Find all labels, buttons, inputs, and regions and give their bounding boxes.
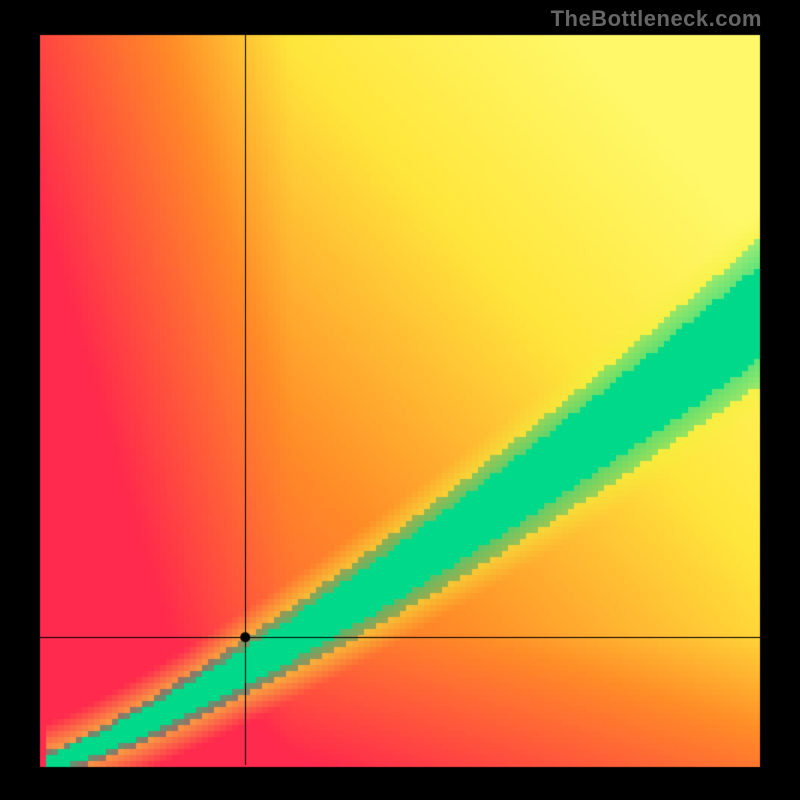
- attribution-text: TheBottleneck.com: [551, 6, 762, 32]
- bottleneck-heatmap: [0, 0, 800, 800]
